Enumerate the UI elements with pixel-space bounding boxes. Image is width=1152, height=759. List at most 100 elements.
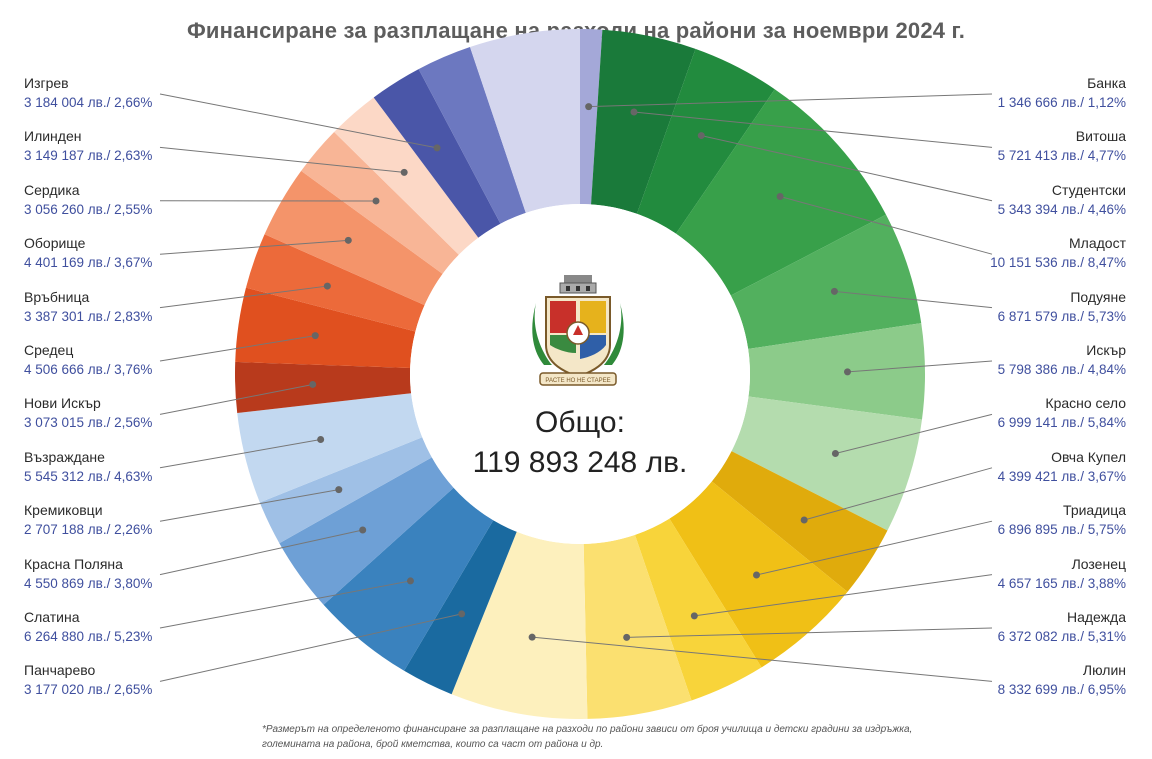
leader-line xyxy=(159,613,462,682)
district-value: 3 387 301 лв./ 2,83% xyxy=(24,308,153,324)
district-name: Банка xyxy=(1087,75,1126,91)
label-Искър: Искър 5 798 386 лв./ 4,84% xyxy=(866,341,1126,379)
total-label: Общо: 119 893 248 лв. xyxy=(440,403,720,483)
leader-dot xyxy=(697,132,705,140)
slice-Оборище xyxy=(264,170,443,306)
slice-Сердика xyxy=(301,131,459,274)
leader-dot xyxy=(843,368,851,376)
label-Оборище: Оборище 4 401 169 лв./ 3,67% xyxy=(24,234,284,272)
district-name: Младост xyxy=(1069,235,1126,252)
district-value: 3 073 015 лв./ 2,56% xyxy=(24,415,153,431)
district-name: Лозенец xyxy=(1071,555,1126,572)
slice-Надежда xyxy=(583,534,692,719)
district-value: 10 151 536 лв./ 8,47% xyxy=(990,255,1126,271)
label-Студентски: Студентски 5 343 394 лв./ 4,46% xyxy=(866,181,1126,219)
leader-line xyxy=(159,489,339,522)
leader-line xyxy=(159,93,438,149)
label-Панчарево: Панчарево 3 177 020 лв./ 2,65% xyxy=(24,661,284,699)
label-Подуяне: Подуяне 6 871 579 лв./ 5,73% xyxy=(866,288,1126,326)
district-name: Възраждане xyxy=(24,448,105,465)
slice-Искър xyxy=(748,323,925,420)
label-Изгрев: Изгрев 3 184 004 лв./ 2,66% xyxy=(24,74,284,112)
leader-dot xyxy=(406,577,414,585)
leader-line xyxy=(694,574,993,617)
district-name: Нови Искър xyxy=(24,395,101,412)
district-value: 3 184 004 лв./ 2,66% xyxy=(24,95,153,110)
district-name: Красна Поляна xyxy=(24,555,123,572)
district-value: 4 657 165 лв./ 3,88% xyxy=(997,575,1126,591)
district-value: 5 798 386 лв./ 4,84% xyxy=(997,362,1126,377)
slice-Младост xyxy=(675,89,886,296)
leader-line xyxy=(847,360,993,373)
district-value: 6 999 141 лв./ 5,84% xyxy=(997,415,1126,431)
district-value: 5 343 394 лв./ 4,46% xyxy=(997,201,1126,217)
leader-dot xyxy=(323,282,331,290)
label-Банка: Банка 1 346 666 лв./ 1,12% xyxy=(866,74,1126,112)
label-Красна Поляна: Красна Поляна 4 550 869 лв./ 3,80% xyxy=(24,555,284,593)
leader-line xyxy=(159,146,405,173)
district-name: Оборище xyxy=(24,235,86,252)
leader-dot xyxy=(528,633,536,641)
leader-dot xyxy=(800,516,808,524)
label-Сердика: Сердика 3 056 260 лв./ 2,55% xyxy=(24,181,284,219)
footnote: *Размерът на определеното финансиране за… xyxy=(262,724,913,750)
district-value: 4 550 869 лв./ 3,80% xyxy=(24,575,153,591)
leader-dot xyxy=(831,449,839,457)
label-Възраждане: Възраждане 5 545 312 лв./ 4,63% xyxy=(24,448,284,486)
leader-line xyxy=(159,285,328,309)
label-Връбница: Връбница 3 387 301 лв./ 2,83% xyxy=(24,288,284,326)
slice-Илинден xyxy=(334,97,479,255)
leader-line xyxy=(834,290,993,309)
leader-line xyxy=(779,196,993,255)
slice-Красна Поляна xyxy=(279,457,454,605)
label-Илинден: Илинден 3 149 187 лв./ 2,63% xyxy=(24,127,284,165)
leader-dot xyxy=(776,192,784,200)
district-name: Панчарево xyxy=(24,662,96,679)
slice-Студентски xyxy=(636,48,775,234)
district-value: 5 721 413 лв./ 4,77% xyxy=(997,148,1126,164)
leader-dot xyxy=(344,236,352,244)
leader-line xyxy=(159,239,349,255)
district-name: Витоша xyxy=(1075,128,1126,145)
slice-Подуяне xyxy=(730,214,922,349)
label-Витоша: Витоша 5 721 413 лв./ 4,77% xyxy=(866,127,1126,165)
district-name: Средец xyxy=(24,342,74,358)
leader-line xyxy=(701,135,993,202)
slice-segment-24 xyxy=(418,47,526,224)
leader-dot xyxy=(359,526,367,534)
district-name: Триадица xyxy=(1063,502,1126,519)
leader-dot xyxy=(433,144,441,152)
leader-line xyxy=(588,93,993,108)
district-value: 6 871 579 лв./ 5,73% xyxy=(997,308,1126,324)
leader-dot xyxy=(585,103,593,111)
leader-line xyxy=(804,467,993,521)
district-value: 2 707 188 лв./ 2,26% xyxy=(24,522,153,538)
leader-dot xyxy=(400,168,408,176)
district-value: 8 332 699 лв./ 6,95% xyxy=(997,682,1126,698)
total-value: 119 893 248 лв. xyxy=(472,446,688,479)
slice-Банка xyxy=(580,29,603,205)
label-Триадица: Триадица 6 896 895 лв./ 5,75% xyxy=(866,501,1126,539)
label-Нови Искър: Нови Искър 3 073 015 лв./ 2,56% xyxy=(24,394,284,432)
label-Слатина: Слатина 6 264 880 лв./ 5,23% xyxy=(24,608,284,646)
leader-dot xyxy=(630,108,638,116)
leader-dot xyxy=(372,197,380,205)
slice-Витоша xyxy=(591,29,696,214)
district-name: Надежда xyxy=(1066,609,1126,625)
total-caption: Общо: xyxy=(535,406,625,439)
slice-Кремиковци xyxy=(259,437,432,544)
slice-Възраждане xyxy=(237,393,423,503)
district-name: Студентски xyxy=(1051,181,1126,198)
slice-Нови Искър xyxy=(235,361,412,414)
district-value: 5 545 312 лв./ 4,63% xyxy=(24,468,153,484)
leader-line xyxy=(159,335,316,362)
leader-line xyxy=(159,383,313,415)
leader-line xyxy=(835,413,993,454)
label-Овча Купел: Овча Купел 4 399 421 лв./ 3,67% xyxy=(866,448,1126,486)
district-value: 3 177 020 лв./ 2,65% xyxy=(24,682,153,698)
leader-dot xyxy=(623,633,631,641)
district-name: Красно село xyxy=(1045,395,1126,412)
district-name: Изгрев xyxy=(24,75,69,91)
leader-dot xyxy=(690,612,698,620)
